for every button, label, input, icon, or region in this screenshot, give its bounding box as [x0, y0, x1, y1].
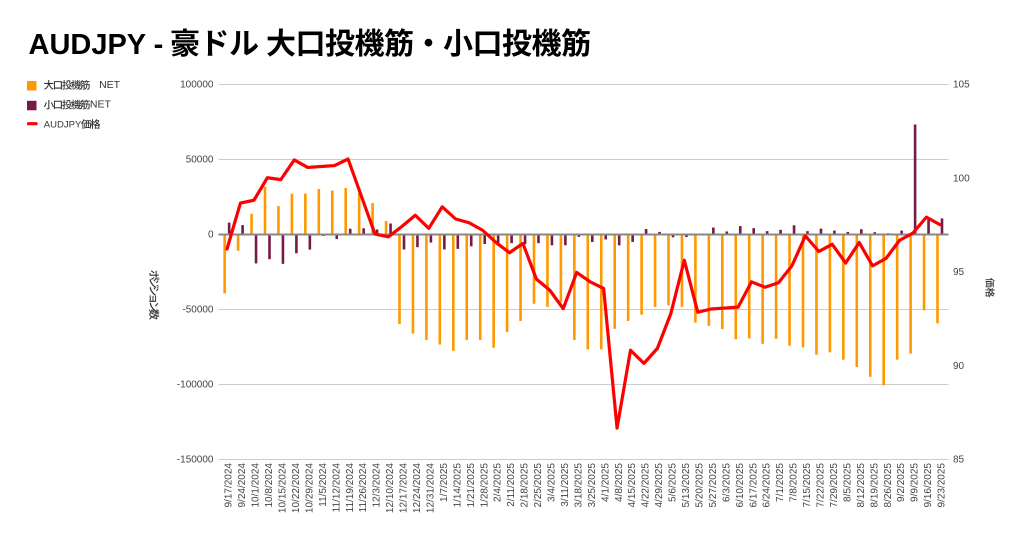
svg-text:5/27/2025: 5/27/2025: [708, 463, 719, 508]
svg-text:2/18/2025: 2/18/2025: [520, 463, 531, 508]
svg-text:2/25/2025: 2/25/2025: [533, 463, 544, 508]
svg-text:3/25/2025: 3/25/2025: [587, 463, 598, 508]
svg-text:9/24/2024: 9/24/2024: [237, 463, 248, 508]
svg-text:11/26/2024: 11/26/2024: [358, 463, 369, 513]
svg-text:90: 90: [953, 361, 965, 372]
svg-text:8/12/2025: 8/12/2025: [856, 463, 867, 508]
svg-text:3/18/2025: 3/18/2025: [573, 463, 584, 508]
svg-text:12/31/2024: 12/31/2024: [425, 463, 436, 513]
svg-text:2/11/2025: 2/11/2025: [506, 463, 517, 507]
svg-text:11/12/2024: 11/12/2024: [331, 463, 342, 513]
svg-text:11/19/2024: 11/19/2024: [345, 463, 356, 513]
svg-text:3/4/2025: 3/4/2025: [547, 463, 558, 502]
svg-text:9/9/2025: 9/9/2025: [910, 463, 921, 502]
svg-text:AUDJPY: AUDJPY: [44, 120, 82, 131]
svg-text:8/19/2025: 8/19/2025: [869, 463, 880, 508]
svg-text:6/24/2025: 6/24/2025: [762, 463, 773, 508]
svg-text:1/28/2025: 1/28/2025: [479, 463, 490, 508]
svg-text:100000: 100000: [180, 80, 214, 91]
svg-text:-100000: -100000: [177, 380, 214, 391]
svg-text:12/24/2024: 12/24/2024: [412, 463, 423, 513]
svg-text:0: 0: [208, 230, 214, 241]
svg-text:9/23/2025: 9/23/2025: [937, 463, 948, 508]
svg-text:4/22/2025: 4/22/2025: [641, 463, 652, 508]
svg-text:7/15/2025: 7/15/2025: [802, 463, 813, 508]
svg-text:105: 105: [953, 80, 970, 91]
svg-text:NET: NET: [99, 79, 121, 91]
svg-text:-50000: -50000: [182, 305, 214, 316]
svg-text:9/17/2024: 9/17/2024: [224, 463, 235, 508]
svg-text:11/5/2024: 11/5/2024: [318, 463, 329, 507]
svg-text:5/6/2025: 5/6/2025: [668, 463, 679, 502]
svg-text:7/1/2025: 7/1/2025: [775, 463, 786, 502]
svg-text:85: 85: [953, 455, 965, 466]
svg-text:100: 100: [953, 173, 970, 184]
svg-text:10/1/2024: 10/1/2024: [251, 463, 262, 508]
svg-text:10/15/2024: 10/15/2024: [278, 463, 289, 513]
svg-text:12/3/2024: 12/3/2024: [372, 463, 383, 508]
svg-text:7/29/2025: 7/29/2025: [829, 463, 840, 508]
svg-text:9/16/2025: 9/16/2025: [923, 463, 934, 508]
svg-text:8/26/2025: 8/26/2025: [883, 463, 894, 508]
svg-text:2/4/2025: 2/4/2025: [493, 463, 504, 502]
svg-text:6/10/2025: 6/10/2025: [735, 463, 746, 508]
svg-text:4/29/2025: 4/29/2025: [654, 463, 665, 508]
svg-text:AUDJPY -: AUDJPY -: [29, 29, 164, 61]
svg-text:1/14/2025: 1/14/2025: [452, 463, 463, 508]
svg-text:4/1/2025: 4/1/2025: [600, 463, 611, 502]
svg-text:1/7/2025: 1/7/2025: [439, 463, 450, 502]
svg-text:4/15/2025: 4/15/2025: [627, 463, 638, 508]
svg-text:10/22/2024: 10/22/2024: [291, 463, 302, 513]
svg-text:5/13/2025: 5/13/2025: [681, 463, 692, 508]
svg-text:12/17/2024: 12/17/2024: [399, 463, 410, 513]
svg-text:10/29/2024: 10/29/2024: [304, 463, 315, 513]
svg-text:95: 95: [953, 267, 965, 278]
svg-text:1/21/2025: 1/21/2025: [466, 463, 477, 508]
svg-text:7/8/2025: 7/8/2025: [789, 463, 800, 502]
svg-text:7/22/2025: 7/22/2025: [816, 463, 827, 508]
svg-text:NET: NET: [90, 99, 112, 111]
svg-text:9/2/2025: 9/2/2025: [896, 463, 907, 502]
svg-text:50000: 50000: [186, 155, 214, 166]
svg-text:4/8/2025: 4/8/2025: [614, 463, 625, 502]
svg-text:8/5/2025: 8/5/2025: [842, 463, 853, 502]
svg-text:3/11/2025: 3/11/2025: [560, 463, 571, 507]
svg-text:5/20/2025: 5/20/2025: [694, 463, 705, 508]
svg-text:-150000: -150000: [177, 455, 214, 466]
svg-text:12/10/2024: 12/10/2024: [385, 463, 396, 513]
svg-text:6/3/2025: 6/3/2025: [721, 463, 732, 502]
svg-text:10/8/2024: 10/8/2024: [264, 463, 275, 508]
svg-text:6/17/2025: 6/17/2025: [748, 463, 759, 508]
